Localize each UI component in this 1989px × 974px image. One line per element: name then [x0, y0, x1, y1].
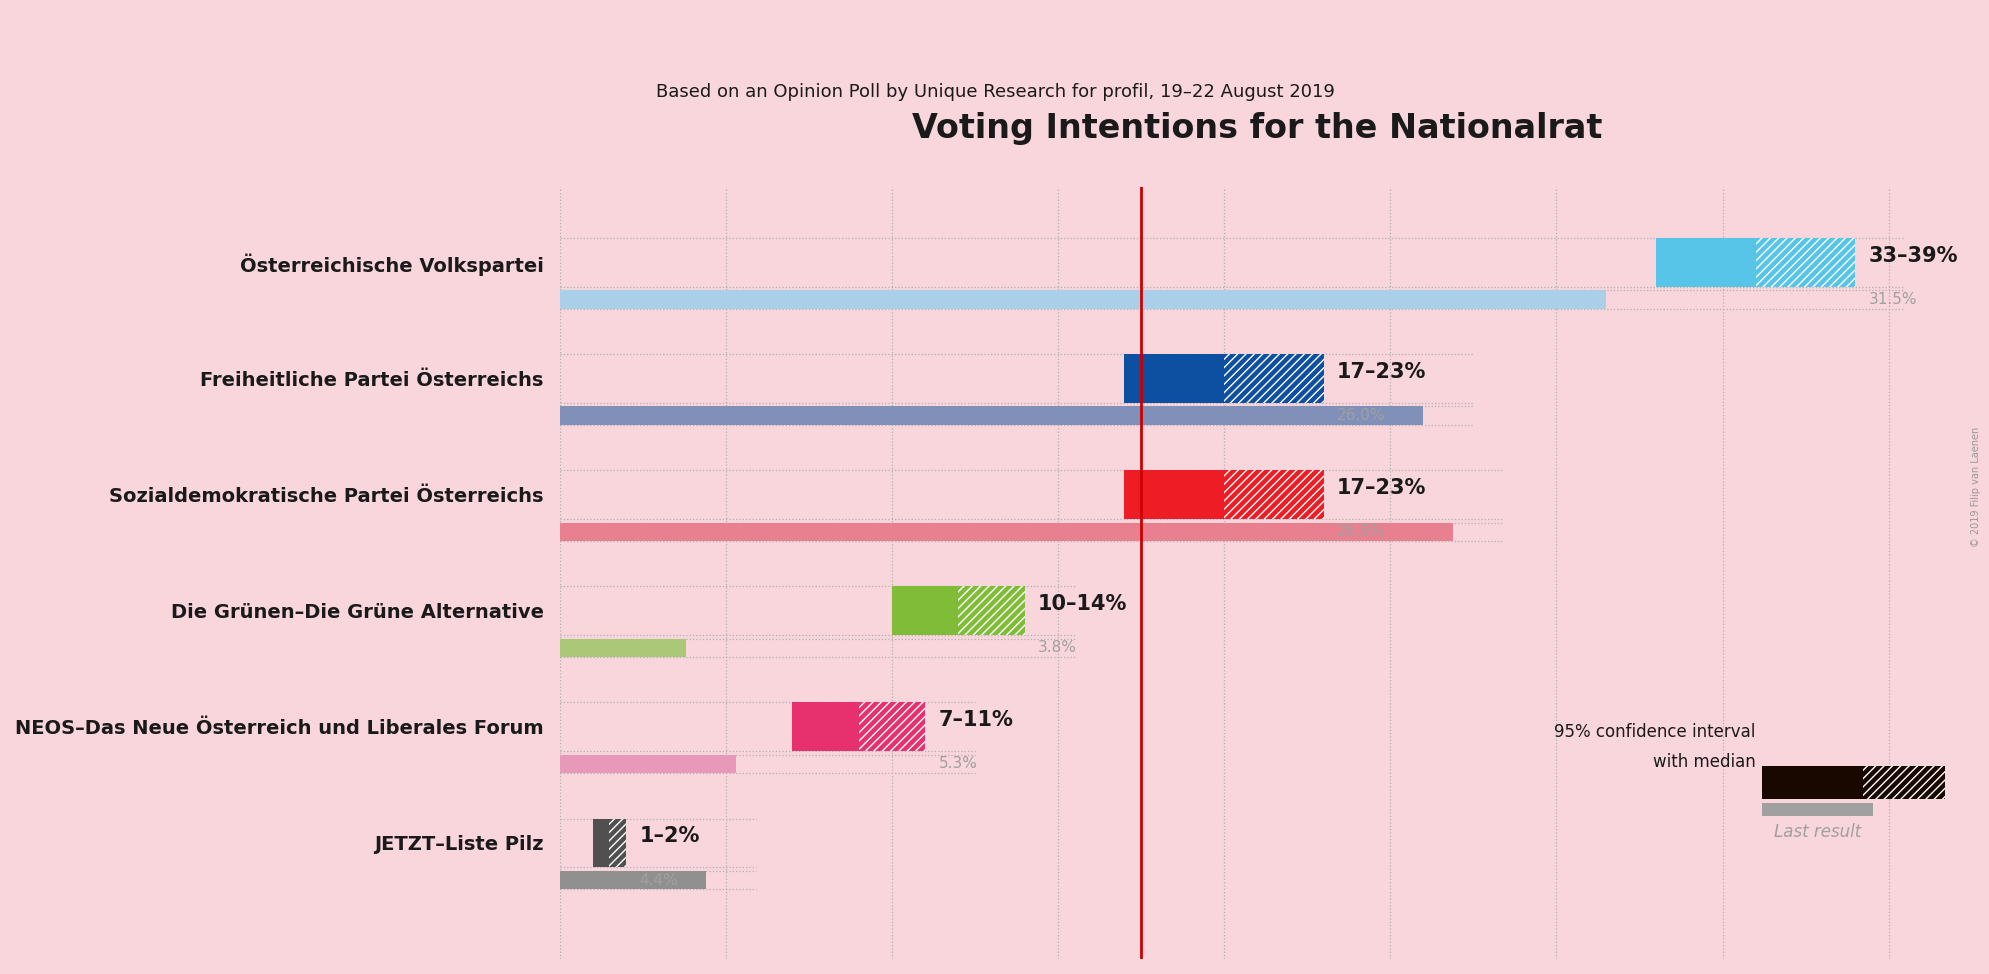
- Bar: [1762, 804, 1872, 816]
- Text: 17–23%: 17–23%: [1337, 361, 1426, 382]
- Text: 5.3%: 5.3%: [939, 757, 977, 771]
- Text: with median: with median: [1653, 753, 1754, 771]
- Text: 1–2%: 1–2%: [638, 826, 700, 846]
- Text: 26.9%: 26.9%: [1337, 524, 1384, 540]
- Bar: [559, 522, 1452, 542]
- Bar: [857, 702, 925, 751]
- Text: 10–14%: 10–14%: [1038, 594, 1128, 614]
- Text: 31.5%: 31.5%: [1868, 292, 1915, 307]
- Bar: [1754, 238, 1854, 287]
- Text: © 2019 Filip van Laenen: © 2019 Filip van Laenen: [1969, 427, 1981, 547]
- Bar: [559, 871, 706, 889]
- Bar: [959, 586, 1024, 635]
- Text: 95% confidence interval: 95% confidence interval: [1553, 723, 1754, 741]
- Bar: [559, 755, 736, 773]
- Text: 26.0%: 26.0%: [1337, 408, 1384, 424]
- Bar: [559, 290, 1605, 309]
- Bar: [1223, 355, 1323, 403]
- Bar: [1124, 355, 1223, 403]
- Bar: [1223, 470, 1323, 519]
- Text: 33–39%: 33–39%: [1868, 245, 1957, 266]
- Bar: [1862, 767, 1943, 799]
- Bar: [1124, 470, 1223, 519]
- Text: Based on an Opinion Poll by Unique Research for profil, 19–22 August 2019: Based on an Opinion Poll by Unique Resea…: [654, 83, 1335, 100]
- Bar: [792, 702, 857, 751]
- Bar: [857, 702, 925, 751]
- Bar: [593, 818, 609, 867]
- Bar: [891, 586, 959, 635]
- Bar: [1223, 470, 1323, 519]
- Bar: [1862, 767, 1943, 799]
- Bar: [1223, 355, 1323, 403]
- Bar: [559, 406, 1422, 425]
- Bar: [1754, 238, 1854, 287]
- Bar: [559, 639, 686, 657]
- Bar: [609, 818, 627, 867]
- Bar: [959, 586, 1024, 635]
- Text: Last result: Last result: [1772, 823, 1860, 842]
- Title: Voting Intentions for the Nationalrat: Voting Intentions for the Nationalrat: [911, 112, 1601, 145]
- Bar: [609, 818, 627, 867]
- Text: 7–11%: 7–11%: [939, 710, 1012, 730]
- Text: 17–23%: 17–23%: [1337, 477, 1426, 498]
- Text: 4.4%: 4.4%: [638, 873, 678, 887]
- Bar: [1762, 767, 1862, 799]
- Text: 3.8%: 3.8%: [1038, 640, 1076, 656]
- Bar: [1655, 238, 1754, 287]
